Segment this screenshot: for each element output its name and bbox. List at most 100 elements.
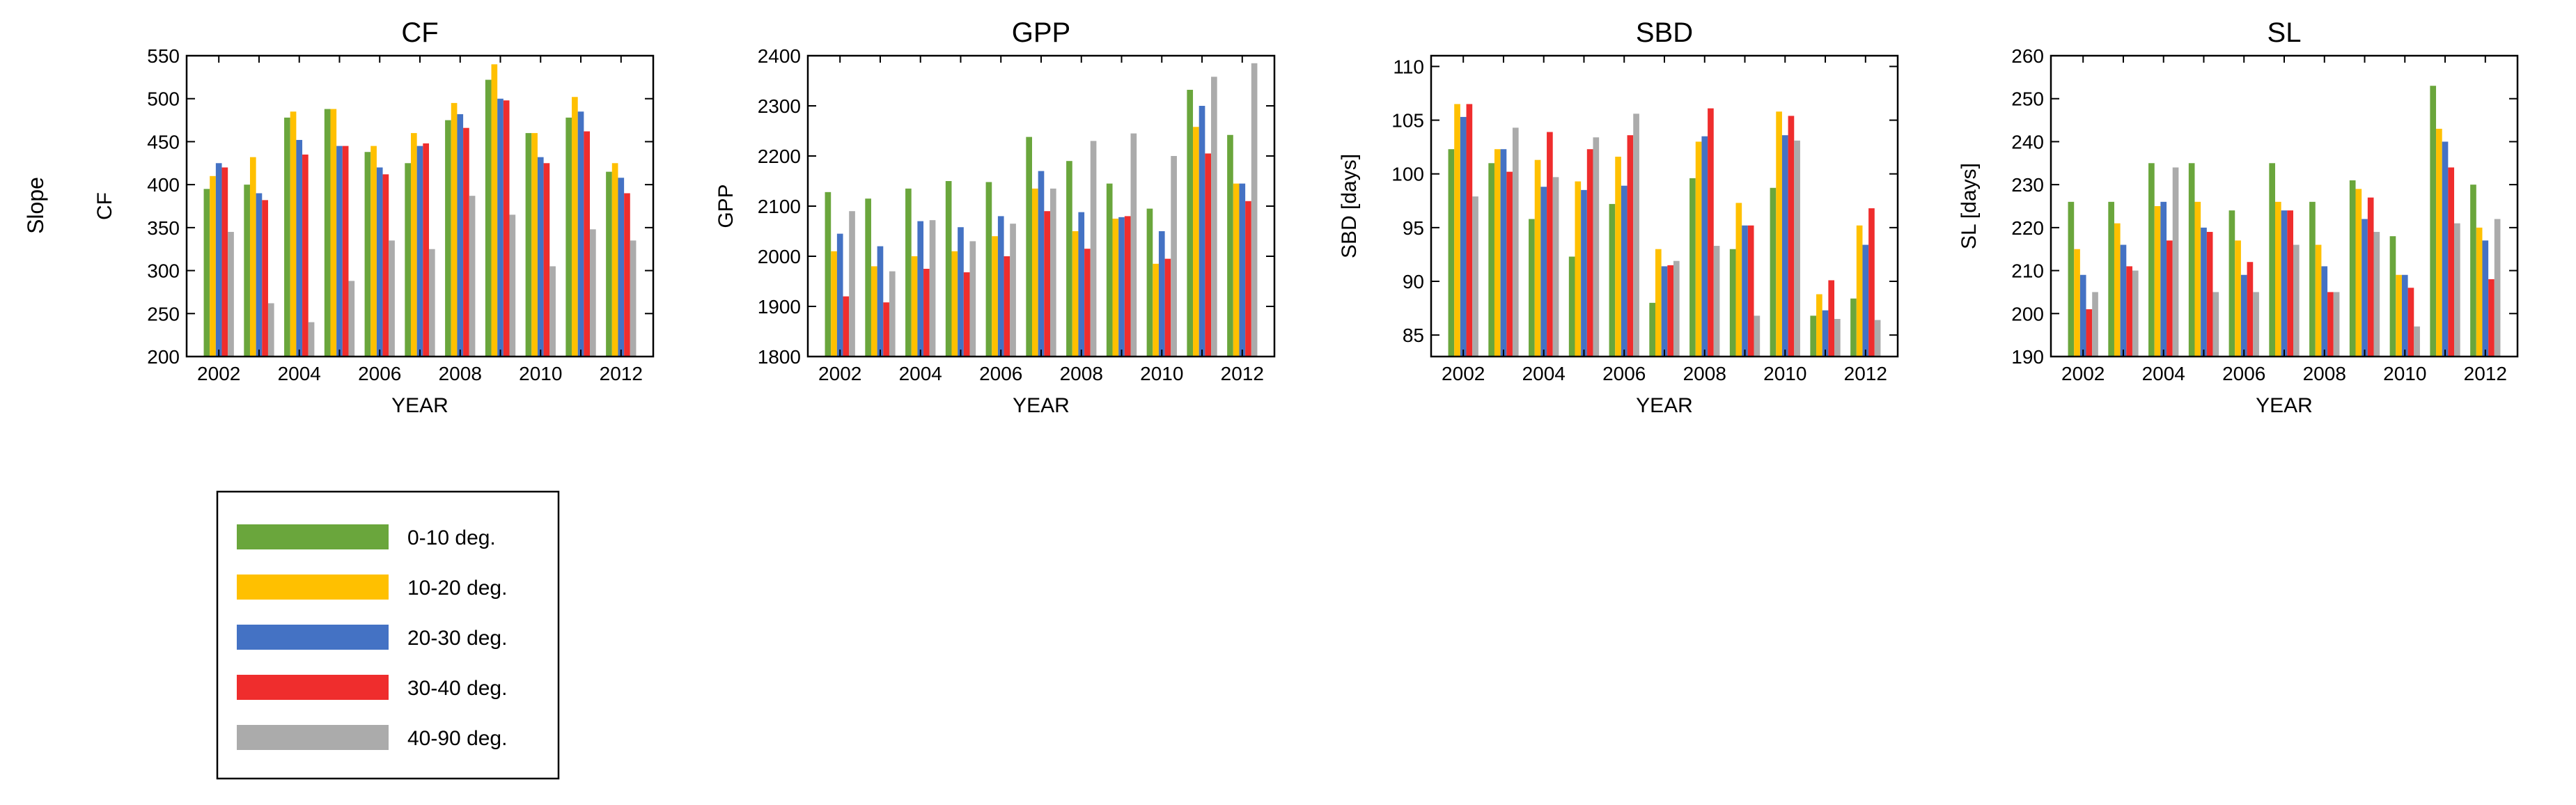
bar-gpp-2009-0-10-deg <box>1106 183 1113 357</box>
x-tick-label-sl: 2008 <box>2303 363 2346 384</box>
bar-gpp-2011-20-30-deg <box>1199 106 1205 357</box>
legend-label-30-40-deg: 30-40 deg. <box>407 677 507 700</box>
bar-sbd-2011-20-30-deg <box>1822 310 1829 357</box>
bar-gpp-2009-40-90-deg <box>1130 133 1137 357</box>
y-tick-label-sbd: 100 <box>1391 164 1424 185</box>
bar-cf-2006-40-90-deg <box>389 240 395 357</box>
bar-sbd-2008-40-90-deg <box>1713 246 1720 357</box>
bar-gpp-2007-40-90-deg <box>1050 188 1056 357</box>
bar-gpp-2006-10-20-deg <box>992 236 998 357</box>
bar-sl-2011-20-30-deg <box>2442 141 2449 357</box>
x-tick-label-gpp: 2008 <box>1060 363 1103 384</box>
bar-sl-2005-20-30-deg <box>2201 227 2207 357</box>
bar-cf-2010-10-20-deg <box>531 133 538 357</box>
bar-sbd-2012-0-10-deg <box>1850 298 1857 357</box>
bar-gpp-2011-40-90-deg <box>1211 77 1217 357</box>
bar-gpp-2012-10-20-deg <box>1233 183 1240 357</box>
bar-sl-2011-0-10-deg <box>2430 86 2437 357</box>
bar-sl-2008-40-90-deg <box>2333 292 2340 357</box>
y-tick-label-sl: 260 <box>2011 45 2044 67</box>
y-tick-label-sbd: 90 <box>1403 271 1424 292</box>
bar-gpp-2002-20-30-deg <box>836 233 843 357</box>
bar-cf-2010-0-10-deg <box>525 133 532 357</box>
legend-label-0-10-deg: 0-10 deg. <box>407 526 496 549</box>
legend-swatch-20-30-deg <box>237 625 389 650</box>
bar-sbd-2005-0-10-deg <box>1568 256 1575 357</box>
bar-sl-2005-40-90-deg <box>2212 292 2219 357</box>
bar-sl-2007-40-90-deg <box>2293 244 2300 357</box>
bar-cf-2012-0-10-deg <box>606 171 612 357</box>
x-tick-label-cf: 2010 <box>519 363 562 384</box>
bar-sbd-2005-20-30-deg <box>1581 189 1587 357</box>
bar-gpp-2012-0-10-deg <box>1227 134 1233 357</box>
bar-sbd-2010-20-30-deg <box>1781 135 1788 357</box>
bar-gpp-2003-20-30-deg <box>877 246 884 357</box>
bar-cf-2010-20-30-deg <box>537 157 544 357</box>
bar-sbd-2008-30-40-deg <box>1708 108 1714 357</box>
bar-gpp-2010-30-40-deg <box>1164 258 1171 357</box>
bar-cf-2008-40-90-deg <box>469 196 476 357</box>
y-tick-label-gpp: 2400 <box>758 45 801 67</box>
y-tick-label-sl: 200 <box>2011 303 2044 325</box>
bar-sbd-2006-20-30-deg <box>1621 185 1627 357</box>
bar-sbd-2005-10-20-deg <box>1575 181 1582 357</box>
bar-sl-2004-0-10-deg <box>2148 163 2155 357</box>
bar-sbd-2003-10-20-deg <box>1494 149 1501 357</box>
y-tick-label-cf: 500 <box>147 88 180 110</box>
bar-sbd-2012-40-90-deg <box>1874 320 1881 357</box>
y-tick-label-cf: 250 <box>147 303 180 325</box>
x-axis-label-sbd: YEAR <box>1636 394 1693 417</box>
bar-cf-2003-30-40-deg <box>262 200 268 357</box>
y-tick-label-gpp: 1900 <box>758 296 801 318</box>
bar-sbd-2003-30-40-deg <box>1506 171 1513 357</box>
legend-swatch-40-90-deg <box>237 725 389 750</box>
bar-sbd-2002-20-30-deg <box>1460 116 1467 357</box>
y-axis-label-gpp: GPP <box>715 184 737 228</box>
bar-sbd-2010-30-40-deg <box>1788 116 1795 357</box>
bar-cf-2012-40-90-deg <box>630 240 637 357</box>
bar-cf-2012-10-20-deg <box>611 163 618 357</box>
bar-sl-2010-30-40-deg <box>2407 288 2414 357</box>
bar-sbd-2011-30-40-deg <box>1828 280 1835 357</box>
bar-gpp-2010-0-10-deg <box>1146 208 1153 357</box>
bar-gpp-2007-0-10-deg <box>1026 136 1032 357</box>
y-tick-label-cf: 350 <box>147 217 180 239</box>
bar-cf-2004-40-90-deg <box>308 322 315 357</box>
bar-sbd-2011-40-90-deg <box>1834 319 1841 357</box>
bar-gpp-2008-40-90-deg <box>1090 141 1097 357</box>
bar-sl-2002-30-40-deg <box>2086 309 2093 357</box>
x-tick-label-sl: 2012 <box>2464 363 2507 384</box>
bar-gpp-2011-30-40-deg <box>1205 153 1212 357</box>
bar-gpp-2008-10-20-deg <box>1072 231 1079 357</box>
y-tick-label-gpp: 1800 <box>758 346 801 368</box>
bar-sl-2009-0-10-deg <box>2349 180 2356 357</box>
y-axis-label-sl: SL [days] <box>1958 163 1981 249</box>
bar-gpp-2003-30-40-deg <box>883 302 889 357</box>
bar-sbd-2004-20-30-deg <box>1540 187 1547 357</box>
bar-sl-2009-30-40-deg <box>2367 197 2374 357</box>
bar-cf-2004-10-20-deg <box>290 111 297 357</box>
bar-gpp-2004-20-30-deg <box>917 221 924 357</box>
y-tick-label-cf: 550 <box>147 45 180 67</box>
bar-gpp-2008-30-40-deg <box>1084 249 1091 357</box>
bar-sl-2004-10-20-deg <box>2154 206 2161 357</box>
y-tick-label-sbd: 95 <box>1403 217 1424 239</box>
bar-sbd-2005-40-90-deg <box>1593 137 1600 357</box>
bar-sbd-2002-40-90-deg <box>1472 196 1478 357</box>
legend-swatch-0-10-deg <box>237 524 389 549</box>
x-axis-label-sl: YEAR <box>2256 394 2313 417</box>
bar-gpp-2007-10-20-deg <box>1032 188 1038 357</box>
y-tick-label-cf: 400 <box>147 174 180 196</box>
bar-sl-2005-0-10-deg <box>2188 163 2195 357</box>
bar-sbd-2012-30-40-deg <box>1868 208 1875 357</box>
bar-sl-2006-40-90-deg <box>2253 292 2259 357</box>
x-tick-label-sl: 2010 <box>2383 363 2426 384</box>
bar-sl-2007-20-30-deg <box>2281 210 2288 357</box>
y-axis-label-sbd: SBD [days] <box>1338 154 1361 258</box>
bar-cf-2010-40-90-deg <box>549 266 556 357</box>
bar-cf-2003-20-30-deg <box>256 193 263 357</box>
bar-sbd-2006-40-90-deg <box>1633 114 1639 357</box>
bar-gpp-2003-0-10-deg <box>865 198 871 357</box>
bar-sl-2010-20-30-deg <box>2401 274 2408 357</box>
bar-sbd-2004-10-20-deg <box>1534 159 1541 357</box>
